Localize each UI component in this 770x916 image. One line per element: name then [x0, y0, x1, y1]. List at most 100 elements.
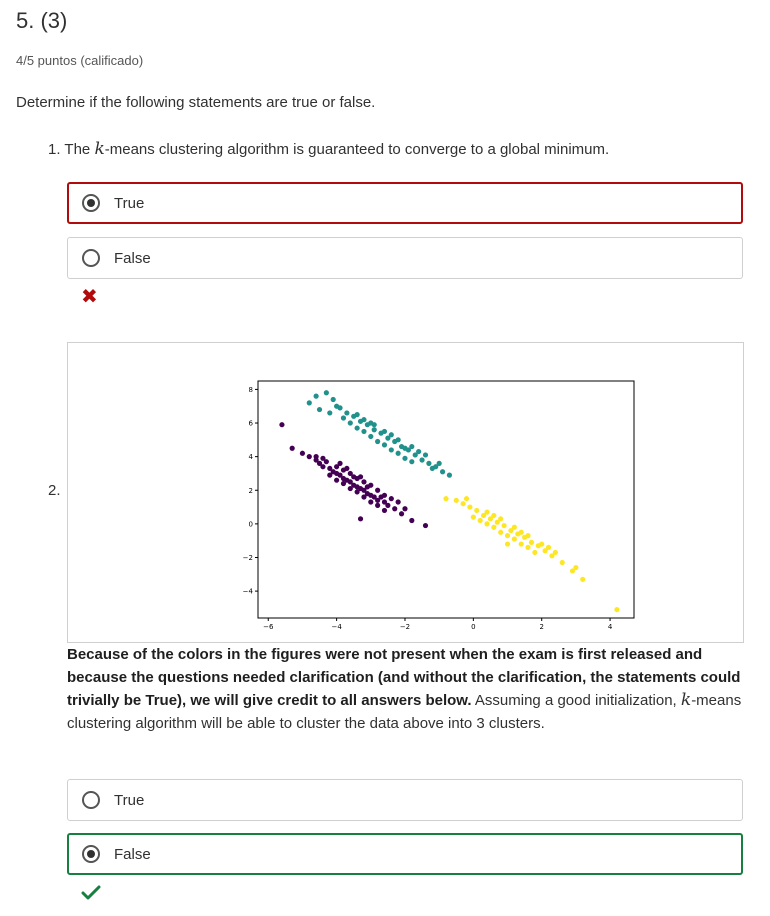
scatter-point-series-1 — [361, 487, 367, 493]
scatter-point-series-3 — [532, 549, 538, 556]
scatter-point-series-2 — [375, 438, 381, 445]
scatter-point-series-2 — [371, 422, 377, 428]
scatter-point-series-2 — [323, 390, 329, 396]
scatter-point-series-3 — [443, 496, 449, 502]
item-2-option-true[interactable]: True — [67, 779, 743, 821]
scatter-point-series-3 — [528, 539, 535, 545]
scatter-point-series-1 — [337, 460, 343, 466]
scatter-point-series-2 — [368, 433, 374, 440]
scatter-point-series-3 — [501, 522, 507, 529]
scatter-point-series-1 — [344, 465, 350, 472]
scatter-point-series-3 — [487, 516, 494, 522]
scatter-point-series-1 — [340, 480, 347, 487]
scatter-point-series-2 — [446, 472, 453, 478]
scatter-point-series-3 — [525, 533, 531, 539]
y-tick-label: 0 — [249, 520, 253, 528]
item-2-clarification: Because of the colors in the figures wer… — [67, 646, 741, 709]
scatter-point-series-3 — [460, 501, 466, 507]
y-tick-label: 6 — [249, 420, 254, 428]
item-1-option-true[interactable]: True — [67, 182, 743, 224]
scatter-point-series-1 — [375, 502, 381, 508]
scatter-point-series-3 — [614, 606, 620, 613]
points-score: 4/5 puntos (calificado) — [16, 53, 144, 68]
scatter-point-series-3 — [491, 524, 497, 530]
scatter-figure: −6 −4 −2 0 2 4 −4 −2 0 2 4 6 8 — [67, 342, 744, 643]
radio-unselected-icon[interactable] — [82, 249, 100, 267]
radio-unselected-icon[interactable] — [82, 791, 100, 809]
scatter-point-series-1 — [306, 454, 312, 460]
option-label: False — [114, 249, 151, 267]
scatter-point-series-1 — [395, 499, 401, 505]
scatter-point-series-3 — [474, 507, 480, 514]
scatter-point-series-2 — [409, 459, 415, 465]
x-tick-label: 2 — [539, 623, 543, 631]
scatter-point-series-2 — [361, 417, 367, 423]
scatter-point-series-2 — [385, 435, 391, 441]
scatter-point-series-1 — [323, 459, 329, 465]
scatter-point-series-1 — [398, 511, 405, 517]
scatter-point-series-2 — [361, 428, 367, 435]
scatter-point-series-3 — [559, 559, 565, 566]
scatter-point-series-3 — [508, 527, 514, 534]
item-2-text-after: -means clustering algorithm will be able… — [67, 692, 742, 732]
scatter-point-series-3 — [484, 509, 490, 515]
scatter-point-series-2 — [330, 396, 336, 403]
item-2-text-before: Assuming a good initialization, — [471, 692, 681, 709]
scatter-point-series-3 — [453, 497, 459, 503]
data-points — [279, 390, 620, 613]
scatter-point-series-1 — [409, 517, 415, 524]
scatter-point-series-1 — [327, 465, 333, 472]
scatter-point-series-1 — [375, 497, 381, 503]
scatter-point-series-2 — [402, 445, 408, 451]
scatter-point-series-1 — [381, 507, 388, 514]
y-tick-label: −4 — [243, 588, 254, 596]
scatter-point-series-3 — [545, 544, 552, 551]
scatter-point-series-1 — [279, 422, 285, 428]
scatter-point-series-3 — [467, 504, 473, 510]
scatter-point-series-1 — [422, 522, 429, 529]
x-tick-label: −2 — [400, 623, 410, 631]
scatter-point-series-1 — [299, 450, 306, 456]
scatter-point-series-1 — [368, 499, 374, 505]
scatter-point-series-3 — [569, 568, 576, 574]
scatter-point-series-1 — [316, 460, 323, 466]
scatter-point-series-2 — [409, 443, 415, 450]
scatter-point-series-1 — [334, 477, 340, 483]
radio-selected-icon[interactable] — [82, 845, 100, 863]
question-title: 5. (3) — [16, 8, 68, 33]
scatter-point-series-3 — [539, 541, 545, 547]
question-intro: Determine if the following statements ar… — [16, 94, 376, 111]
option-label: True — [114, 791, 145, 809]
scatter-point-series-3 — [580, 576, 586, 582]
scatter-point-series-1 — [313, 454, 319, 460]
scatter-point-series-1 — [357, 474, 364, 480]
scatter-point-series-2 — [381, 442, 388, 448]
scatter-point-series-3 — [470, 514, 476, 520]
scatter-point-series-3 — [481, 512, 487, 519]
scatter-point-series-2 — [344, 410, 350, 416]
y-tick-label: 8 — [249, 386, 253, 394]
x-tick-label: −4 — [331, 623, 342, 631]
item-1-option-false[interactable]: False — [67, 237, 743, 279]
item-2-option-false[interactable]: False — [67, 833, 743, 875]
item-1-text-before: The — [64, 141, 95, 158]
scatter-point-series-2 — [416, 448, 422, 455]
scatter-point-series-3 — [549, 553, 555, 559]
scatter-point-series-3 — [542, 548, 548, 554]
scatter-point-series-2 — [334, 403, 340, 409]
axis-ticks: −6 −4 −2 0 2 4 −4 −2 0 2 4 6 8 — [243, 386, 613, 631]
scatter-point-series-2 — [388, 432, 394, 438]
scatter-point-series-2 — [436, 460, 442, 466]
scatter-point-series-2 — [306, 400, 312, 406]
scatter-point-series-3 — [552, 549, 558, 556]
scatter-point-series-3 — [491, 512, 497, 519]
scatter-point-series-1 — [361, 479, 367, 485]
scatter-point-series-3 — [511, 524, 517, 530]
scatter-point-series-1 — [351, 474, 357, 480]
item-1-text-after: -means clustering algorithm is guarantee… — [104, 141, 610, 158]
item-1-number: 1. — [48, 141, 61, 158]
scatter-point-series-3 — [525, 544, 531, 551]
radio-selected-icon[interactable] — [82, 194, 100, 212]
scatter-point-series-3 — [494, 519, 500, 525]
